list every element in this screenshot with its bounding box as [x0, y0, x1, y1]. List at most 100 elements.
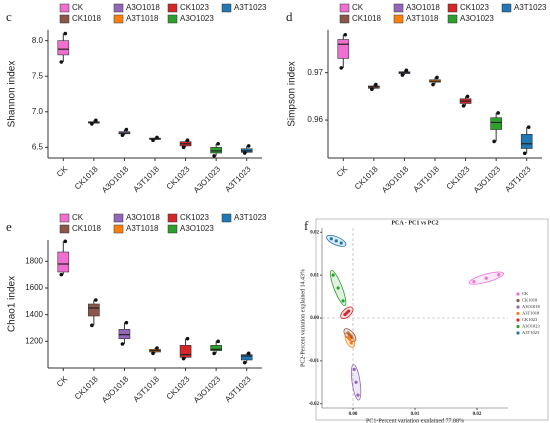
point	[329, 237, 333, 241]
legend-marker	[516, 305, 520, 309]
max-point	[374, 82, 378, 87]
box	[57, 251, 70, 273]
legend-swatch	[59, 14, 70, 24]
legend-marker	[516, 311, 520, 316]
legend-swatch	[501, 3, 512, 13]
x-axis-label: PC1-Percent variation explained 77.88%	[366, 418, 464, 423]
x-tick-label: A3T1018	[132, 164, 162, 194]
min-point	[431, 82, 435, 87]
legend-label: CK1023	[180, 3, 209, 12]
y-tick-label: 0.96	[307, 115, 323, 124]
legend-label: A3O1023	[460, 14, 494, 23]
min-point	[400, 73, 405, 77]
legend-label: A3O1023	[180, 224, 214, 233]
legend-swatch	[59, 224, 70, 234]
y-tick-label: 1400	[25, 310, 43, 319]
legend-label: A3O1023	[522, 324, 540, 329]
box	[88, 303, 100, 317]
max-point	[94, 118, 98, 123]
min-point	[370, 87, 374, 92]
box	[240, 354, 253, 361]
x-tick-label: A3O1018	[100, 164, 131, 195]
legend-label: A3T1018	[406, 14, 439, 23]
point	[472, 279, 476, 284]
point	[334, 239, 338, 243]
legend-swatch	[339, 14, 350, 24]
box	[118, 329, 131, 339]
y-tick-label: 1800	[25, 256, 43, 265]
legend-label: CK	[352, 3, 364, 12]
x-tick-label: CK1023	[165, 374, 192, 401]
max-point	[465, 94, 470, 99]
legend-label: A3O1018	[406, 3, 440, 12]
legend-label: A3T1018	[126, 224, 159, 233]
y-tick-label: 7.5	[32, 71, 44, 80]
y-tick-label: -0.02	[309, 402, 320, 407]
panel-label: d	[286, 9, 293, 24]
y-tick-label: 0.01	[310, 273, 319, 278]
min-point	[181, 356, 186, 361]
box	[520, 133, 533, 149]
legend-label: CK1023	[522, 317, 538, 322]
legend-swatch	[59, 3, 70, 13]
box	[337, 39, 350, 59]
legend-label: CK1018	[522, 298, 538, 303]
legend-label: A3O1018	[522, 304, 540, 309]
max-point	[155, 135, 159, 140]
y-tick-label: 7.0	[32, 107, 44, 116]
legend-swatch	[221, 213, 232, 223]
panel-frame	[315, 218, 549, 421]
x-tick-label: A3T1023	[503, 164, 533, 194]
max-point	[63, 31, 68, 36]
point	[331, 273, 335, 277]
y-tick-label: 0.00	[310, 316, 319, 321]
min-point	[242, 151, 247, 155]
min-point	[242, 360, 247, 365]
legend-label: A3T1023	[234, 3, 267, 12]
point	[349, 341, 353, 345]
min-point	[461, 104, 466, 108]
box	[210, 147, 222, 154]
point	[354, 380, 358, 384]
y-axis-label: Shannon index	[7, 61, 18, 128]
legend-swatch	[113, 3, 124, 13]
legend-swatch	[113, 213, 124, 223]
max-point	[155, 346, 159, 350]
y-axis-label: Chao1 index	[7, 276, 18, 332]
legend-label: CK	[72, 213, 84, 222]
legend-label: A3T1023	[514, 3, 547, 12]
x-tick-label: A3O1018	[380, 164, 411, 195]
point	[352, 367, 356, 372]
legend-swatch	[113, 14, 124, 24]
min-point	[59, 60, 64, 64]
legend-swatch	[447, 14, 458, 24]
y-tick-label: 1200	[25, 336, 43, 345]
x-tick-label: A3O1023	[192, 164, 223, 195]
legend-label: A3T1018	[126, 14, 159, 23]
y-tick-label: 8.0	[32, 36, 44, 45]
max-point	[246, 144, 251, 148]
legend-marker	[516, 298, 520, 303]
min-point	[212, 154, 216, 158]
legend-swatch	[393, 14, 404, 24]
x-tick-label: A3T1018	[132, 374, 162, 404]
max-point	[216, 141, 220, 146]
legend-swatch	[59, 213, 70, 223]
x-tick-label: A3T1018	[412, 164, 442, 194]
x-tick-label: A3T1023	[223, 374, 253, 404]
x-tick-label: 0.01	[411, 412, 420, 417]
y-axis-label: PC2-Percent variation explained 14.43%	[300, 269, 306, 367]
point	[348, 337, 352, 342]
min-point	[522, 151, 527, 156]
x-tick-label: CK	[55, 374, 70, 389]
x-tick-label: CK1018	[353, 164, 380, 191]
min-point	[212, 351, 216, 356]
min-point	[151, 351, 155, 356]
min-point	[90, 323, 94, 328]
y-axis-label: Simpson index	[287, 61, 298, 127]
min-point	[120, 133, 125, 138]
legend-label: A3O1023	[180, 14, 214, 23]
max-point	[526, 125, 531, 129]
legend-swatch	[167, 3, 178, 13]
max-point	[343, 32, 348, 37]
